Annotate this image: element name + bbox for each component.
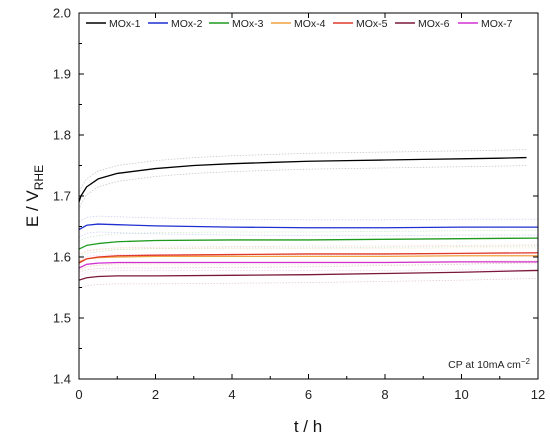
error-band-layer	[79, 149, 538, 289]
y-tick-label: 1.9	[53, 67, 71, 82]
legend-label: MOx-7	[481, 18, 513, 30]
axis-ticks: 0 2 4 6 8 10 12 1.4 1.5 1.6 1.7 1.8 1.9 2.0	[53, 6, 545, 403]
y-tick-label: 1.7	[53, 189, 71, 204]
error-band-line	[79, 269, 538, 277]
error-band-line	[79, 262, 538, 273]
series-line-mox-3	[79, 237, 538, 250]
y-tick-label: 1.8	[53, 128, 71, 143]
error-band-line	[79, 247, 538, 255]
legend-label: MOx-3	[232, 18, 264, 30]
error-band-line	[79, 245, 538, 258]
y-tick-label: 2.0	[53, 6, 71, 21]
legend-label: MOx-5	[356, 18, 388, 30]
x-tick-label: 0	[75, 387, 82, 402]
error-band-line	[79, 244, 538, 256]
error-band-line	[79, 277, 538, 289]
y-axis-title: E / VRHE	[23, 165, 46, 227]
series-line-mox-2	[79, 223, 538, 231]
x-axis-title: t / h	[294, 417, 322, 436]
error-band-line	[79, 263, 538, 271]
x-tick-label: 10	[454, 387, 468, 402]
x-tick-label: 2	[152, 387, 159, 402]
plot-frame	[78, 12, 539, 380]
legend-label: MOx-4	[294, 18, 326, 30]
annotation-text: CP at 10mA cm−2	[448, 357, 530, 371]
error-band-line	[79, 229, 538, 242]
error-band-line	[79, 165, 527, 211]
x-tick-label: 12	[531, 387, 545, 402]
series-line-mox-7	[79, 261, 538, 269]
y-tick-label: 1.5	[53, 311, 71, 326]
x-tick-label: 6	[305, 387, 312, 402]
legend: MOx-1 MOx-2 MOx-3 MOx-4 MOx-5 MOx-6 MOx-7	[86, 18, 513, 30]
legend-label: MOx-2	[171, 18, 203, 30]
error-band-line	[79, 215, 538, 222]
x-tick-label: 8	[381, 387, 388, 402]
x-tick-label: 4	[228, 387, 235, 402]
y-tick-label: 1.4	[53, 372, 71, 387]
series-line-mox-6	[79, 269, 538, 281]
legend-label: MOx-6	[418, 18, 450, 30]
legend-label: MOx-1	[109, 18, 141, 30]
error-band-line	[79, 149, 527, 195]
series-line-mox-1	[79, 156, 527, 203]
series-layer	[79, 156, 538, 281]
y-tick-label: 1.6	[53, 250, 71, 265]
series-line-mox-5	[79, 252, 538, 264]
error-band-line	[79, 231, 538, 238]
